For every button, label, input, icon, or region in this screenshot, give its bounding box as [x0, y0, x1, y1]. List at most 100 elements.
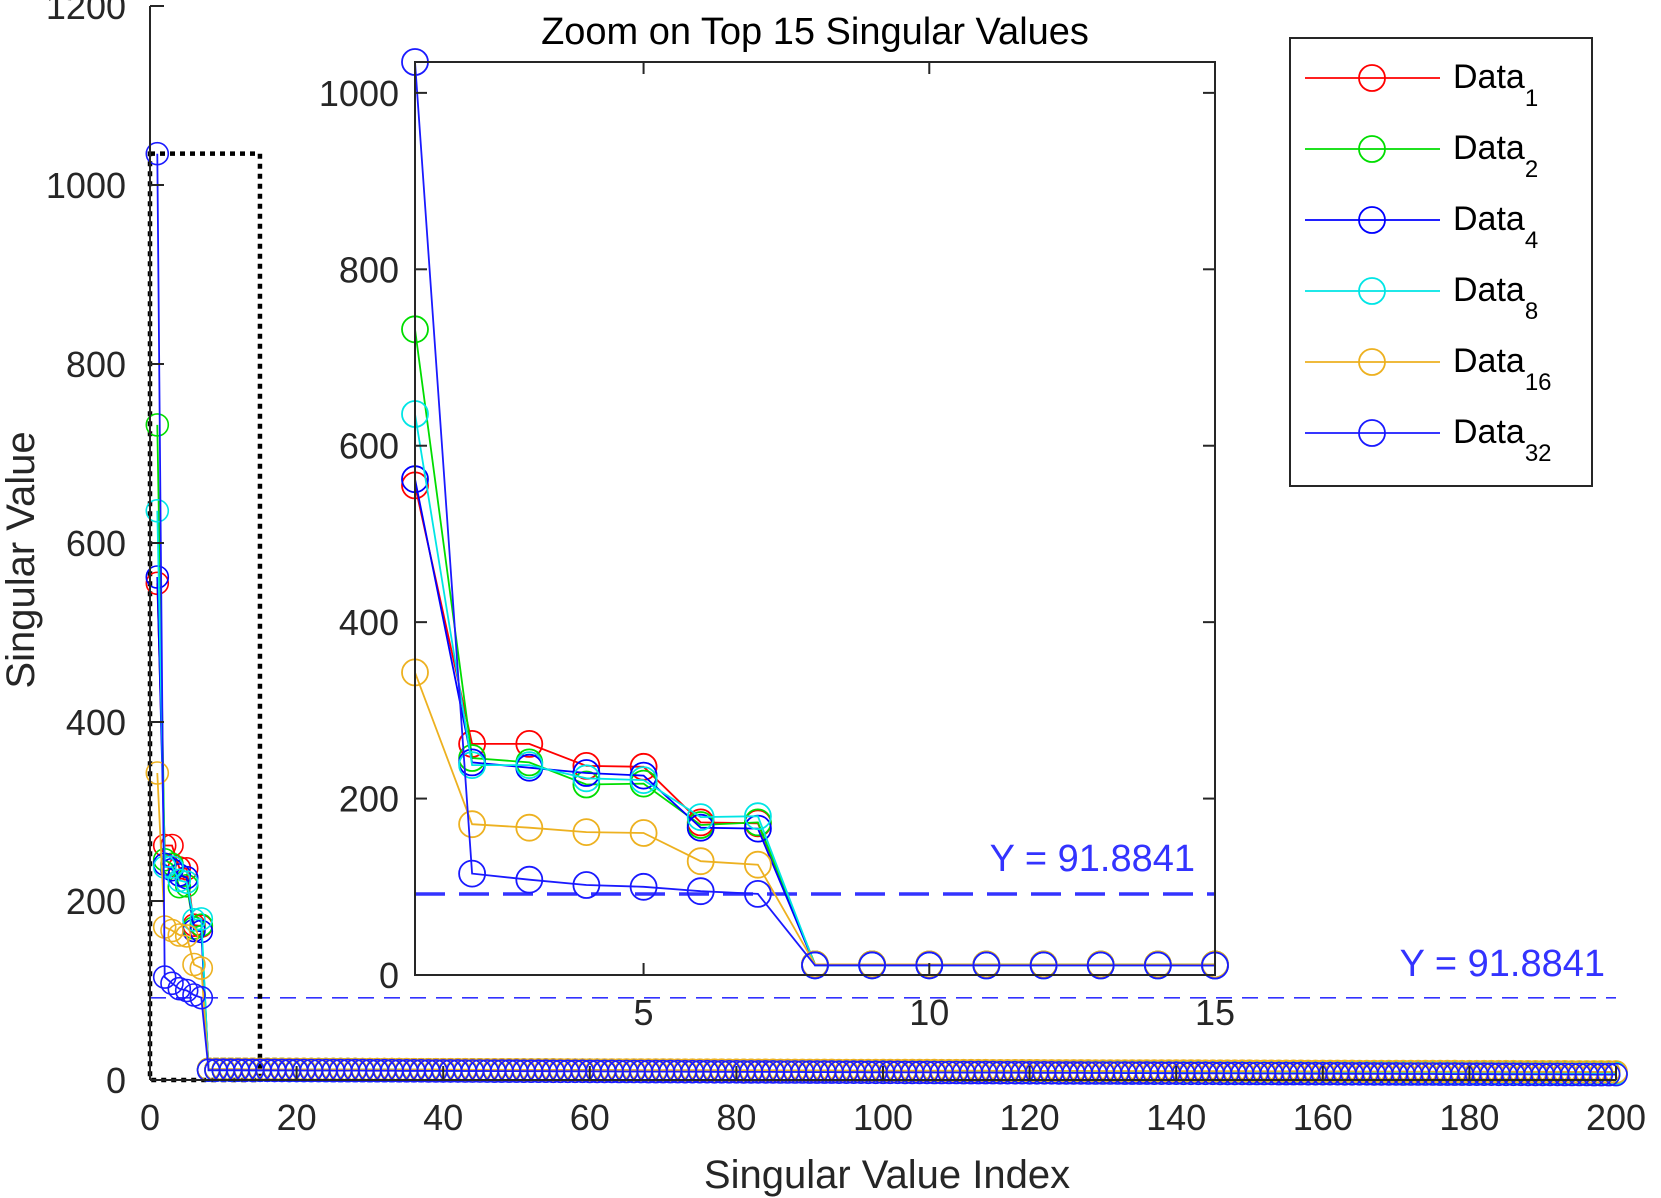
main-data-point: [167, 923, 192, 947]
inset-data-point: [744, 880, 772, 908]
legend-marker-swatch: [1358, 277, 1386, 305]
inset-data-point: [629, 872, 658, 901]
legend-label-subscript: 2: [1525, 156, 1538, 183]
main-data-point: [145, 141, 170, 166]
inset-x-tick-label: 15: [1195, 992, 1235, 1033]
legend-marker-swatch: [1358, 348, 1386, 376]
inset-data-point: [572, 871, 601, 899]
inset-data-point: [686, 813, 715, 842]
main-y-tick-label: 1000: [46, 165, 126, 206]
legend-label-subscript: 32: [1525, 440, 1552, 467]
legend-label-subscript: 1: [1525, 85, 1538, 112]
main-series-data-32: [145, 141, 1628, 1087]
main-data-point: [152, 965, 177, 989]
inset-data-point: [572, 770, 601, 799]
inset-data-point: [458, 751, 487, 779]
inset-data-point: [686, 803, 715, 831]
legend-item-data-8: Data8: [1305, 271, 1538, 325]
inset-data-point: [629, 819, 658, 847]
y-axis-label: Singular Value: [0, 431, 43, 688]
main-data-point: [145, 761, 170, 785]
main-x-tick-label: 20: [277, 1097, 317, 1138]
inset-data-point: [515, 730, 544, 758]
main-y-tick-label: 600: [66, 523, 126, 564]
legend-marker-swatch: [1358, 64, 1386, 92]
inset-data-point: [744, 802, 772, 831]
inset-x-tick-label: 5: [634, 992, 654, 1033]
inset-data-point: [972, 951, 1001, 980]
main-data-point: [145, 565, 170, 589]
main-data-point: [160, 971, 184, 996]
legend-box: [1289, 37, 1593, 487]
main-x-tick-label: 0: [140, 1097, 160, 1138]
inset-data-point: [1086, 951, 1115, 980]
inset-series-group: [401, 48, 1229, 980]
inset-title: Zoom on Top 15 Singular Values: [541, 11, 1089, 53]
inset-y-tick-label: 1000: [319, 73, 399, 114]
inset-background: [415, 62, 1215, 975]
main-data-point: [145, 498, 170, 523]
main-data-point: [1589, 1062, 1614, 1087]
inset-y-tick-label: 800: [339, 249, 399, 290]
main-y-tick-label: 800: [66, 344, 126, 385]
main-series-group: [145, 141, 1628, 1087]
main-x-tick-label: 60: [570, 1097, 610, 1138]
inset-y-ticks: 0 200 400 600 800 1000: [319, 73, 1215, 996]
main-x-tick-label: 140: [1146, 1097, 1206, 1138]
inset-data-point: [801, 951, 829, 980]
legend-label-subscript: 4: [1525, 227, 1538, 254]
main-data-point: [189, 956, 214, 980]
main-x-tick-label: 180: [1439, 1097, 1499, 1138]
main-data-point: [174, 978, 199, 1003]
inset-data-point: [572, 764, 601, 793]
inset-y-tick-label: 600: [339, 426, 399, 467]
main-data-point: [174, 870, 199, 895]
inset-data-point: [1029, 951, 1058, 980]
inset-data-point: [858, 951, 886, 980]
main-threshold-label: Y = 91.8841: [1400, 943, 1605, 985]
legend-label-subscript: 16: [1525, 369, 1552, 396]
inset-threshold-label: Y = 91.8841: [990, 838, 1195, 880]
inset-data-point: [515, 813, 544, 842]
main-y-tick-label: 200: [66, 881, 126, 922]
main-data-point: [189, 985, 214, 1010]
main-data-point: [1596, 1062, 1621, 1087]
main-data-point: [182, 907, 206, 932]
inset-data-point: [629, 766, 658, 794]
legend-marker-swatch: [1358, 206, 1386, 234]
main-y-tick-label: 0: [106, 1060, 126, 1101]
inset-x-ticks: 5 10 15: [634, 62, 1235, 1033]
inset-frame: [414, 61, 1216, 976]
inset-y-tick-label: 400: [339, 602, 399, 643]
main-data-point: [145, 413, 170, 437]
x-axis-label: Singular Value Index: [704, 1153, 1070, 1197]
inset-data-point: [458, 859, 487, 888]
legend-label-subscript: 8: [1525, 298, 1538, 325]
main-x-tick-label: 160: [1293, 1097, 1353, 1138]
inset-data-point: [572, 759, 601, 787]
main-x-tick-label: 40: [423, 1097, 463, 1138]
inset-data-point: [744, 808, 772, 837]
main-data-point: [189, 907, 214, 931]
main-x-tick-label: 80: [716, 1097, 756, 1138]
main-y-ticks: 0 200 400 600 800 1000 1200: [46, 0, 164, 1101]
inset-data-point: [458, 810, 487, 839]
inset-data-point: [686, 847, 715, 876]
inset-y-tick-label: 0: [379, 955, 399, 996]
legend-marker-swatch: [1358, 135, 1386, 163]
main-y-tick-label: 400: [66, 702, 126, 743]
inset-data-point: [515, 865, 544, 894]
main-data-point: [167, 976, 192, 1001]
main-y-tick-label: 1200: [46, 0, 126, 27]
main-x-tick-label: 200: [1586, 1097, 1646, 1138]
main-data-point: [160, 918, 184, 943]
legend-marker-swatch: [1358, 419, 1386, 447]
inset-data-point: [515, 751, 544, 779]
inset-series-line: [414, 61, 1216, 967]
inset-y-tick-label: 200: [339, 779, 399, 820]
inset-data-point: [915, 951, 944, 980]
main-data-point: [1604, 1062, 1628, 1087]
